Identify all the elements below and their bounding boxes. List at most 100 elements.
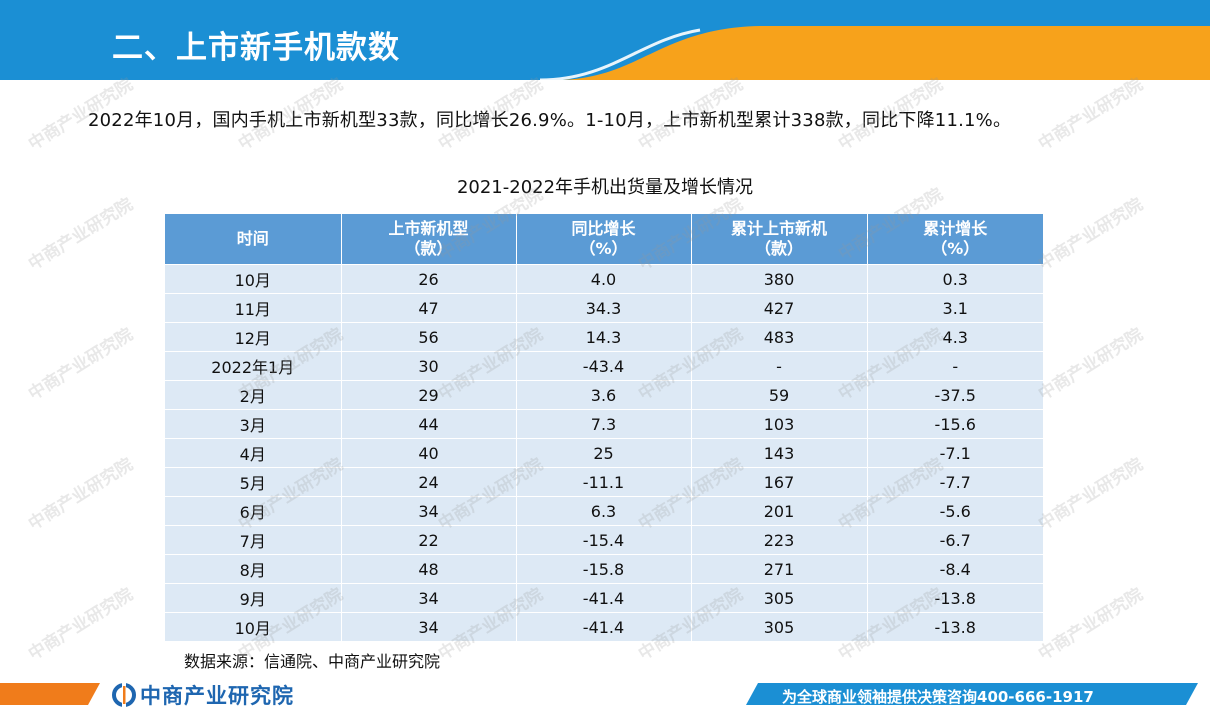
watermark: 中商产业研究院 [25,324,137,405]
table-row: 4月 40 25 143 -7.1 [165,438,1043,468]
cell-yoy-growth: -11.1 [516,467,692,497]
header-background-shape [0,0,1210,80]
footer-slogan: 为全球商业领袖提供决策咨询400-666-1917 [782,688,1094,706]
column-header-yoy-growth: 同比增长 （%） [516,214,692,265]
brand-logo-text: 中商产业研究院 [140,684,294,708]
cell-time: 8月 [165,554,342,584]
cell-time: 3月 [165,409,342,439]
watermark: 中商产业研究院 [25,584,137,665]
column-header-new-models: 上市新机型 （款） [341,214,517,265]
cell-cumulative-growth: 3.1 [867,293,1043,323]
cell-yoy-growth: 3.6 [516,380,692,410]
table-row: 10月 26 4.0 380 0.3 [165,264,1043,294]
table-row: 12月 56 14.3 483 4.3 [165,322,1043,352]
cell-cumulative-growth: -13.8 [867,583,1043,613]
cell-yoy-growth: -41.4 [516,583,692,613]
cell-time: 7月 [165,525,342,555]
cell-time: 10月 [165,264,342,294]
data-source-note: 数据来源：信通院、中商产业研究院 [184,652,441,671]
cell-cumulative-models: 143 [691,438,868,468]
cell-yoy-growth: -41.4 [516,612,692,641]
cell-cumulative-models: - [691,351,868,381]
column-header-line1: 累计上市新机 [730,219,827,238]
table-row: 2022年1月 30 -43.4- - [165,351,1043,381]
cell-cumulative-models: 483 [691,322,868,352]
cell-new-models: 34 [341,583,517,613]
cell-yoy-growth: 34.3 [516,293,692,323]
cell-cumulative-growth: 4.3 [867,322,1043,352]
cell-cumulative-models: 305 [691,612,868,641]
cell-time: 2月 [165,380,342,410]
cell-cumulative-growth: -6.7 [867,525,1043,555]
table-row: 2月 29 3.6 59 -37.5 [165,380,1043,410]
cell-new-models: 48 [341,554,517,584]
cell-time: 9月 [165,583,342,613]
column-header-line2: （%） [931,239,980,258]
page-title: 二、上市新手机款数 [112,30,400,66]
table-header-row: 时间 上市新机型 （款） 同比增长 （%） 累计上市新机 （款） 累计增长 （%… [165,214,1043,265]
column-header-line2: （%） [579,239,628,258]
cell-cumulative-models: 59 [691,380,868,410]
summary-text: 2022年10月，国内手机上市新机型33款，同比增长26.9%。1-10月，上市… [88,110,1012,131]
cell-cumulative-models: 380 [691,264,868,294]
cell-yoy-growth: 14.3 [516,322,692,352]
cell-cumulative-models: 167 [691,467,868,497]
cell-new-models: 29 [341,380,517,410]
brand-logo-icon [112,683,136,707]
brand-logo: 中商产业研究院 [112,681,294,709]
cell-cumulative-growth: -8.4 [867,554,1043,584]
cell-new-models: 56 [341,322,517,352]
watermark: 中商产业研究院 [1035,454,1147,535]
cell-cumulative-growth: - [867,351,1043,381]
column-header-line2: （款） [404,239,453,258]
table-row: 9月 34 -41.4 305 -13.8 [165,583,1043,613]
cell-time: 2022年1月 [165,351,342,381]
cell-new-models: 40 [341,438,517,468]
table-row: 8月 48 -15.8 271 -8.4 [165,554,1043,584]
cell-cumulative-models: 103 [691,409,868,439]
column-header-cumulative-models: 累计上市新机 （款） [691,214,868,265]
cell-time: 11月 [165,293,342,323]
cell-new-models: 47 [341,293,517,323]
cell-new-models: 22 [341,525,517,555]
cell-new-models: 24 [341,467,517,497]
cell-time: 12月 [165,322,342,352]
cell-cumulative-growth: -37.5 [867,380,1043,410]
cell-cumulative-growth: -5.6 [867,496,1043,526]
cell-cumulative-growth: -13.8 [867,612,1043,641]
column-header-cumulative-growth: 累计增长 （%） [867,214,1043,265]
footer-band [0,678,1210,718]
cell-time: 6月 [165,496,342,526]
cell-time: 5月 [165,467,342,497]
column-header-time: 时间 [165,214,342,265]
cell-yoy-growth: -15.8 [516,554,692,584]
watermark: 中商产业研究院 [1035,194,1147,275]
cell-new-models: 30 [341,351,517,381]
table-row: 7月 22 -15.4 223 -6.7 [165,525,1043,555]
watermark: 中商产业研究院 [1035,324,1147,405]
table-caption: 2021-2022年手机出货量及增长情况 [456,177,754,198]
watermark: 中商产业研究院 [25,454,137,535]
cell-new-models: 44 [341,409,517,439]
column-header-line1: 同比增长 [571,219,636,238]
cell-yoy-growth: 4.0 [516,264,692,294]
table-row: 6月 34 6.3 201 -5.6 [165,496,1043,526]
column-header-line1: 时间 [236,229,269,248]
watermark: 中商产业研究院 [1035,584,1147,665]
column-header-line1: 上市新机型 [388,219,469,238]
watermark: 中商产业研究院 [1035,74,1147,155]
cell-yoy-growth: -15.4 [516,525,692,555]
cell-yoy-growth: -43.4 [516,351,692,381]
cell-cumulative-models: 271 [691,554,868,584]
column-header-line1: 累计增长 [923,219,988,238]
cell-cumulative-growth: -7.1 [867,438,1043,468]
table-row: 3月 44 7.3 103 -15.6 [165,409,1043,439]
column-header-line2: （款） [754,239,803,258]
cell-cumulative-models: 223 [691,525,868,555]
table-body: 10月 26 4.0 380 0.3 11月 47 34.3 427 3.1 12月 56 14.3 48… [165,264,1043,641]
shipment-table: 时间 上市新机型 （款） 同比增长 （%） 累计上市新机 （款） 累计增长 （%… [165,214,1043,641]
cell-yoy-growth: 25 [516,438,692,468]
cell-cumulative-models: 427 [691,293,868,323]
cell-new-models: 34 [341,496,517,526]
watermark: 中商产业研究院 [25,194,137,275]
